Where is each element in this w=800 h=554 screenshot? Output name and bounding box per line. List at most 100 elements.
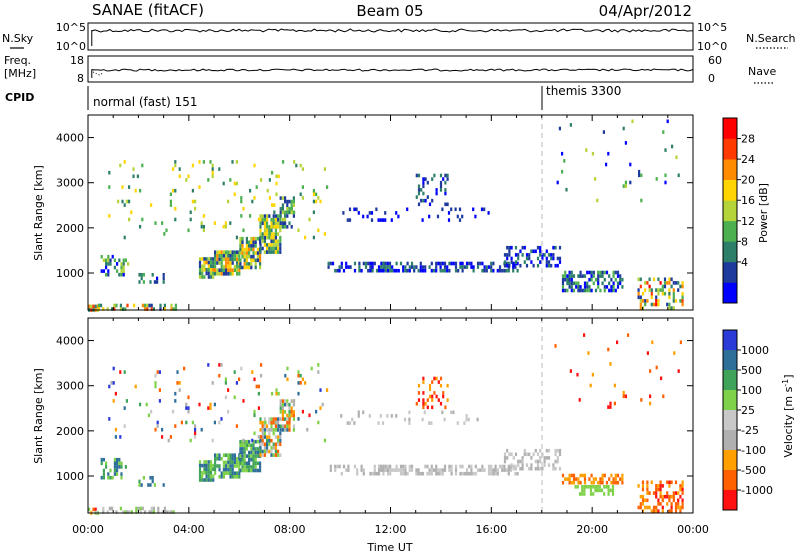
heatmap-cell	[222, 475, 225, 479]
heatmap-cell	[203, 460, 206, 464]
heatmap-cell	[187, 406, 190, 410]
heatmap-cell	[603, 288, 606, 293]
colorbar-segment	[723, 410, 737, 431]
heatmap-cell	[218, 254, 221, 258]
heatmap-cell	[213, 420, 216, 425]
heatmap-cell	[261, 214, 264, 218]
heatmap-cell	[519, 263, 522, 268]
heatmap-cell	[174, 391, 177, 396]
heatmap-cell	[120, 475, 123, 480]
heatmap-cell	[120, 262, 123, 266]
heatmap-cell	[156, 424, 159, 428]
heatmap-cell	[100, 461, 103, 466]
heatmap-cell	[243, 454, 246, 458]
heatmap-cell	[663, 284, 667, 289]
heatmap-cell	[241, 447, 244, 451]
heatmap-cell	[661, 498, 664, 503]
heatmap-cell	[211, 381, 214, 385]
heatmap-cell	[220, 264, 223, 269]
heatmap-cell	[679, 484, 682, 488]
heatmap-cell	[259, 250, 262, 254]
heatmap-cell	[601, 274, 604, 278]
heatmap-cell	[439, 184, 443, 189]
heatmap-cell	[142, 273, 145, 277]
heatmap-cell	[512, 466, 515, 471]
heatmap-cell	[666, 281, 669, 285]
heatmap-cell	[288, 402, 291, 407]
heatmap-cell	[279, 235, 282, 240]
colorbar-tick-label: -1000	[741, 484, 773, 497]
velocity-colorbar-label: Velocity [m s-1]	[781, 374, 795, 457]
heatmap-cell	[203, 268, 206, 272]
heatmap-cell	[672, 494, 675, 499]
heatmap-cell	[415, 195, 418, 199]
heatmap-cell	[417, 202, 421, 207]
colorbar-tick-label: 8	[741, 235, 748, 248]
heatmap-cell	[670, 505, 673, 510]
heatmap-cell	[203, 463, 206, 468]
heatmap-cell	[252, 450, 255, 455]
heatmap-cell	[430, 468, 433, 472]
heatmap-cell	[239, 450, 242, 455]
heatmap-cell	[364, 261, 368, 266]
heatmap-cell	[144, 510, 147, 514]
heatmap-cell	[366, 214, 369, 219]
heatmap-cell	[572, 480, 576, 485]
heatmap-cell	[242, 206, 245, 211]
heatmap-cell	[612, 477, 615, 481]
heatmap-cell	[281, 225, 284, 229]
heatmap-cell	[428, 421, 431, 425]
heatmap-cell	[552, 256, 555, 261]
heatmap-cell	[279, 196, 282, 200]
heatmap-cell	[214, 460, 217, 465]
heatmap-cell	[227, 261, 230, 265]
heatmap-cell	[508, 253, 511, 257]
heatmap-cell	[597, 281, 600, 286]
heatmap-cell	[174, 206, 177, 211]
heatmap-cell	[568, 473, 571, 478]
heatmap-cell	[201, 478, 204, 482]
heatmap-cell	[566, 288, 569, 293]
heatmap-cell	[397, 214, 400, 219]
heatmap-cell	[284, 214, 287, 218]
heatmap-cell	[259, 417, 262, 421]
heatmap-cell	[619, 477, 622, 481]
heatmap-cell	[243, 465, 246, 469]
heatmap-cell	[107, 258, 110, 263]
heatmap-cell	[154, 373, 157, 378]
heatmap-cell	[521, 245, 524, 250]
velocity-colorbar-label-close: ]	[782, 374, 795, 378]
heatmap-cell	[609, 405, 612, 409]
heatmap-cell	[250, 262, 253, 266]
heatmap-cell	[198, 268, 202, 272]
heatmap-cell	[288, 199, 291, 204]
heatmap-cell	[583, 288, 587, 293]
heatmap-cell	[444, 202, 447, 207]
heatmap-cell	[176, 370, 179, 374]
heatmap-cell	[371, 268, 374, 273]
heatmap-cell	[521, 463, 524, 467]
heatmap-cell	[603, 485, 606, 489]
heatmap-cell	[257, 217, 260, 222]
heatmap-cell	[270, 221, 273, 226]
heatmap-cell	[389, 471, 392, 476]
heatmap-cell	[243, 254, 246, 259]
heatmap-cell	[428, 394, 432, 399]
heatmap-cell	[672, 299, 675, 303]
heatmap-cell	[216, 254, 219, 258]
heatmap-cell	[286, 377, 289, 382]
heatmap-cell	[572, 274, 576, 278]
heatmap-cell	[231, 457, 234, 461]
heatmap-cell	[498, 265, 502, 269]
heatmap-cell	[233, 464, 236, 468]
heatmap-cell	[209, 275, 213, 279]
heatmap-cell	[238, 475, 241, 479]
heatmap-cell	[216, 250, 219, 254]
heatmap-cell	[468, 471, 471, 476]
heatmap-cell	[369, 265, 372, 269]
velocity-ylabel: Slant Range [km]	[32, 368, 45, 464]
heatmap-cell	[259, 265, 262, 270]
heatmap-cell	[277, 417, 280, 421]
heatmap-cell	[290, 399, 293, 403]
